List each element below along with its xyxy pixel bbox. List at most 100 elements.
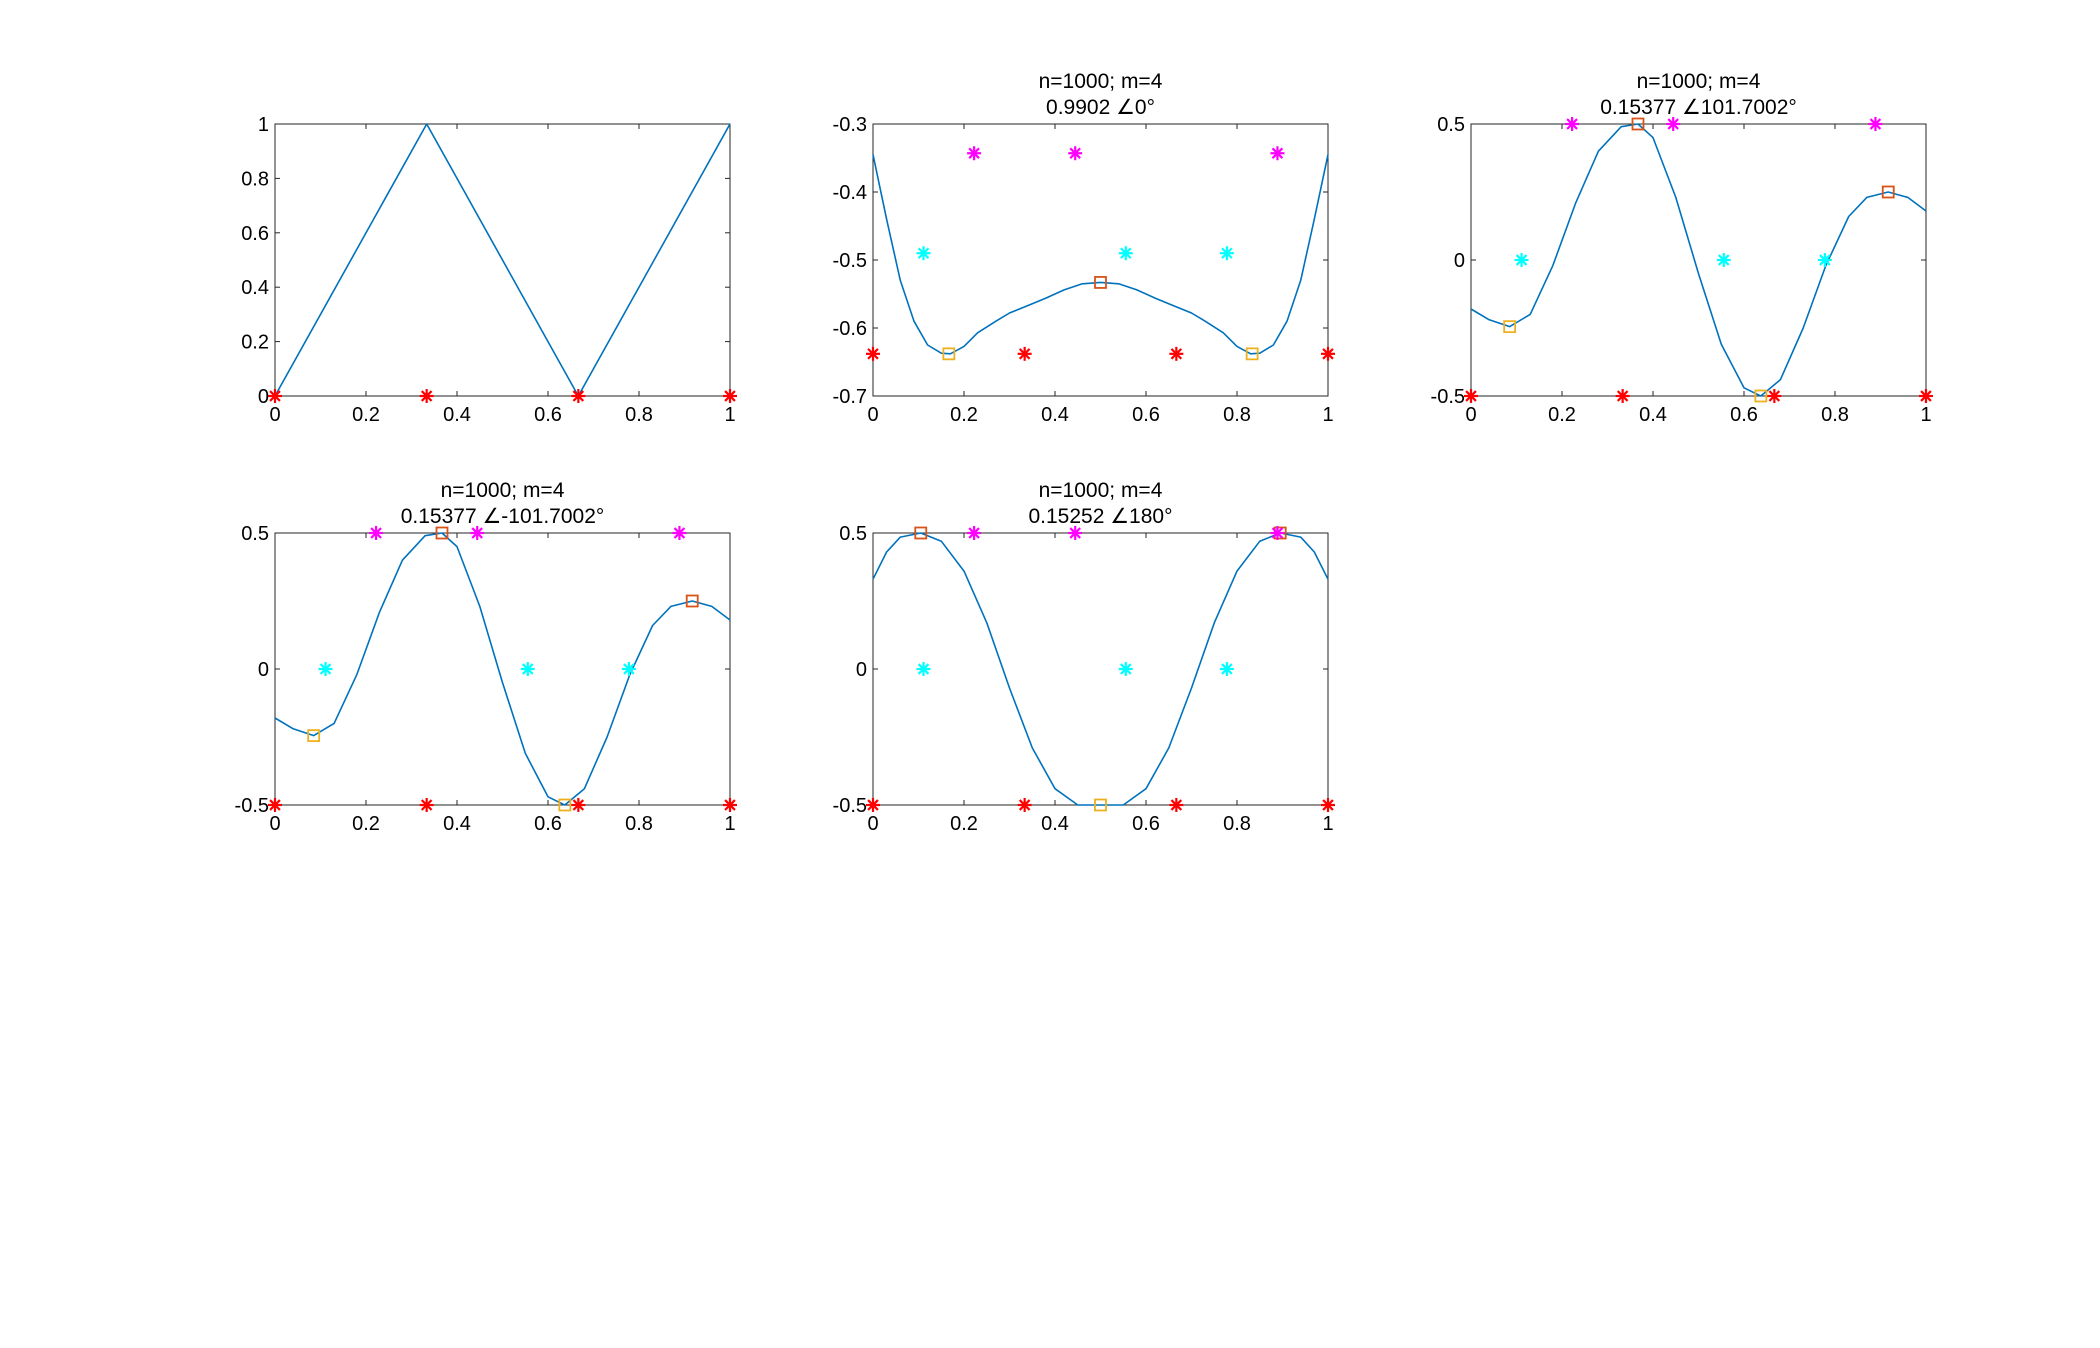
y-tick-label: -0.5 (1431, 386, 1465, 408)
series-line (274, 123, 731, 397)
y-tick-label: -0.5 (833, 795, 867, 817)
x-tick-label: 0.2 (352, 813, 380, 835)
y-tick-label: -0.5 (235, 795, 269, 817)
y-tick-label: 0.2 (241, 332, 269, 354)
y-tick-label: 0 (258, 659, 269, 681)
x-tick-label: 0.2 (950, 404, 978, 426)
x-tick-label: 0.4 (1041, 404, 1069, 426)
x-tick-label: 0 (269, 813, 280, 835)
x-tick-label: 0.8 (1821, 404, 1849, 426)
series-line (274, 532, 731, 806)
square-marker-orange (914, 526, 928, 540)
x-tick-label: 0.8 (625, 813, 653, 835)
star-marker-red (1321, 346, 1335, 361)
x-tick-label: 1 (724, 813, 735, 835)
y-tick-label: 0.6 (241, 223, 269, 245)
x-tick-label: 0.6 (1132, 404, 1160, 426)
y-tick-label: 0 (1454, 250, 1465, 272)
x-tick-label: 0.2 (352, 404, 380, 426)
star-marker-magenta (1270, 146, 1285, 161)
star-marker-cyan (916, 662, 931, 676)
y-tick-label: -0.5 (833, 250, 867, 272)
square-marker-yellow (1094, 798, 1107, 812)
star-marker-red (268, 798, 282, 812)
star-marker-cyan (1118, 662, 1133, 676)
square-marker-orange (1631, 117, 1645, 131)
star-marker-magenta (369, 526, 384, 540)
square-marker-orange (1881, 185, 1895, 199)
series-line (872, 154, 1329, 355)
plot-panel-3: 0 0.2 0.4 0.6 0.8 10.50-0.5n=1000; m=40.15377… (1431, 70, 1933, 426)
y-tick-label: 0.5 (1437, 114, 1465, 136)
x-tick-label: 0 (867, 404, 878, 426)
star-marker-cyan (621, 662, 636, 676)
y-tick-label: -0.4 (833, 182, 867, 204)
plot-title-line-1: n=1000; m=4 (441, 479, 565, 502)
star-marker-magenta (1068, 146, 1083, 161)
x-tick-label: 0.2 (950, 813, 978, 835)
star-marker-red (1321, 798, 1335, 812)
star-marker-cyan (1219, 662, 1234, 676)
square-marker-yellow (1754, 389, 1768, 403)
star-marker-red (1919, 389, 1933, 403)
y-tick-label: 0.5 (241, 523, 269, 545)
y-tick-label: -0.7 (833, 386, 867, 408)
x-tick-label: 0.8 (1223, 813, 1251, 835)
x-tick-label: 0.6 (534, 813, 562, 835)
plot-title-line-1: n=1000; m=4 (1039, 70, 1163, 93)
x-tick-label: 0.6 (1730, 404, 1758, 426)
star-marker-red (419, 798, 434, 812)
series-line (1470, 123, 1927, 397)
star-marker-magenta (672, 526, 687, 540)
star-marker-cyan (916, 246, 931, 261)
star-marker-red (268, 389, 282, 403)
plot-title-line-2: 0.15377 ∠-101.7002° (401, 505, 605, 528)
plot-title-line-2: 0.9902 ∠0° (1046, 96, 1155, 119)
star-marker-magenta (967, 526, 982, 540)
square-marker-yellow (1245, 347, 1259, 361)
star-marker-red (1464, 389, 1478, 403)
star-marker-red (723, 798, 737, 812)
x-tick-label: 0.4 (443, 813, 471, 835)
star-marker-magenta (1868, 117, 1883, 131)
square-marker-yellow (307, 729, 321, 743)
y-tick-label: 0.4 (241, 277, 269, 299)
series-line (872, 532, 1329, 806)
star-marker-magenta (1270, 526, 1285, 540)
y-tick-label: 0 (856, 659, 867, 681)
x-tick-label: 0 (1465, 404, 1476, 426)
star-marker-magenta (967, 146, 982, 161)
star-marker-red (1017, 798, 1032, 812)
star-marker-red (1615, 389, 1630, 403)
star-marker-red (419, 389, 434, 403)
x-tick-label: 1 (1322, 404, 1333, 426)
plot-title-line-1: n=1000; m=4 (1039, 479, 1163, 502)
y-tick-label: 1 (258, 114, 269, 136)
x-tick-label: 1 (1322, 813, 1333, 835)
plot-panel-2: 0 0.2 0.4 0.6 0.8 1 -0.3 -0.4 -0.5 -0.6 -0.7 n=1000… (833, 70, 1335, 426)
axes-box (274, 532, 731, 806)
y-tick-label: 0.5 (839, 523, 867, 545)
star-marker-magenta (1068, 526, 1083, 540)
square-marker-yellow (942, 347, 956, 361)
axes-box (1470, 123, 1927, 397)
x-tick-label: 0.2 (1548, 404, 1576, 426)
plot-title-line-1: n=1000; m=4 (1637, 70, 1761, 93)
x-tick-label: 1 (1920, 404, 1931, 426)
square-marker-yellow (1503, 320, 1517, 334)
star-marker-red (571, 798, 586, 812)
star-marker-red (866, 346, 880, 361)
axes-box (872, 123, 1329, 397)
plot-title-line-2: 0.15377 ∠101.7002° (1600, 96, 1797, 119)
star-marker-cyan (1118, 246, 1133, 261)
plot-panel-4: 0 0.2 0.4 0.6 0.8 10.50-0.5n=1000; m=40.15377… (235, 479, 737, 835)
square-marker-orange (685, 594, 699, 608)
square-marker-orange (435, 526, 449, 540)
plot-panel-1: 0 0.2 0.4 0.6 0.8 1 0 0.2 0.4 0.6 0.8 1 (241, 114, 737, 426)
x-tick-label: 0.8 (1223, 404, 1251, 426)
star-marker-red (723, 389, 737, 403)
x-tick-label: 0 (269, 404, 280, 426)
star-marker-cyan (1514, 253, 1529, 267)
star-marker-cyan (318, 662, 333, 676)
